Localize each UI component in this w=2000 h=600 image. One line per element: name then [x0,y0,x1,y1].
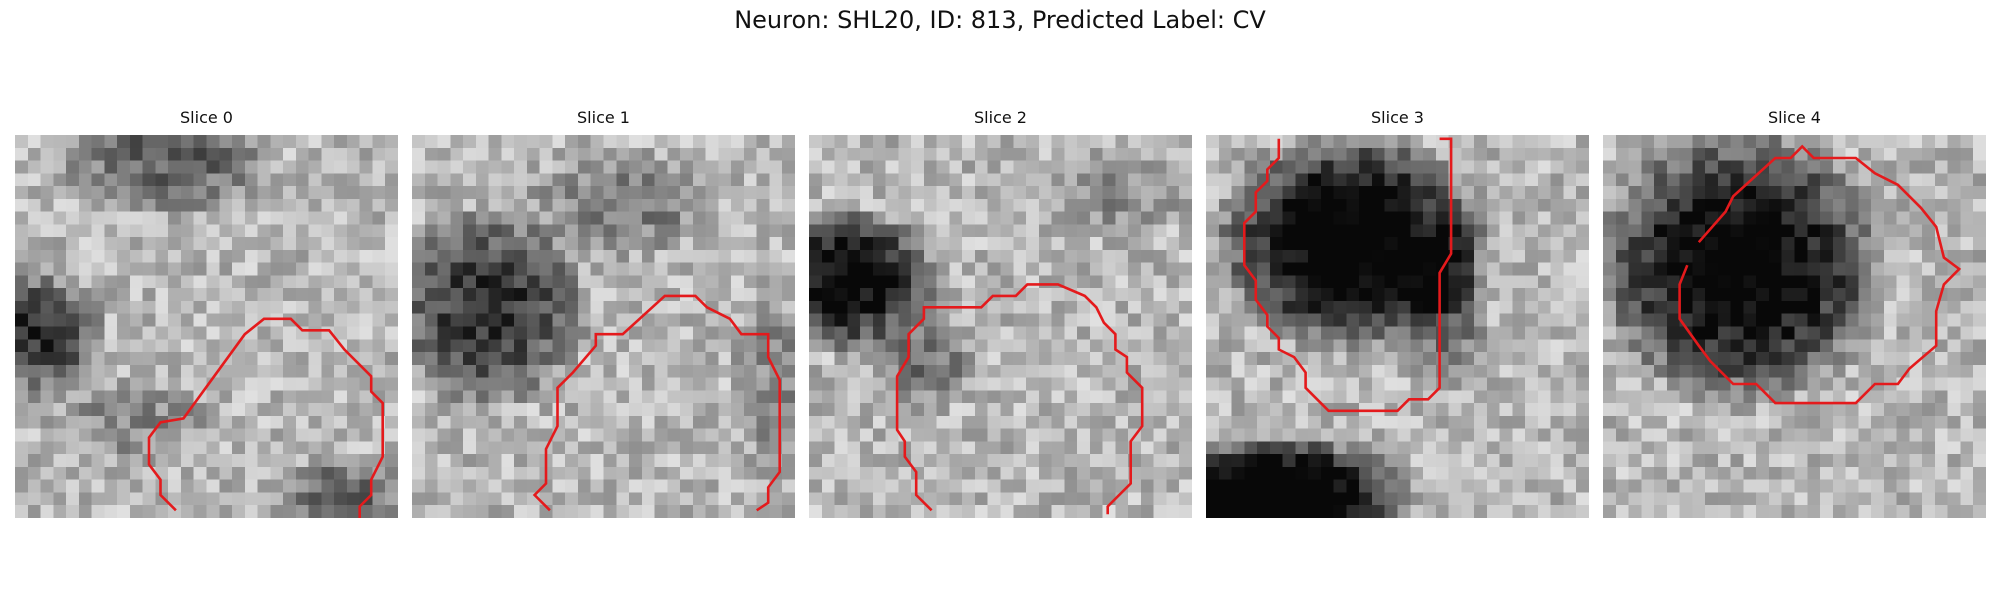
contour-overlay [532,294,782,512]
figure-title: Neuron: SHL20, ID: 813, Predicted Label:… [734,6,1266,34]
slice-image [412,135,795,518]
segmentation-contour [147,317,385,518]
slice-title: Slice 1 [577,108,630,127]
slice-panel [412,135,795,518]
segmentation-contour [532,294,782,512]
segmentation-contour [895,283,1144,515]
contour-overlay [1242,137,1453,413]
slice-image [809,135,1192,518]
slice-title: Slice 4 [1768,108,1821,127]
slice-title: Slice 0 [180,108,233,127]
segmentation-contour [1242,137,1453,413]
contour-overlay [895,283,1144,515]
slice-panel [15,135,398,518]
slice-title: Slice 2 [974,108,1027,127]
slice-panel [809,135,1192,518]
contour-overlay [1678,144,1962,405]
slice-image [15,135,398,518]
contour-overlay [147,317,385,518]
slice-panel [1206,135,1589,518]
slice-image [1206,135,1589,518]
segmentation-contour [1678,144,1962,405]
slice-panel [1603,135,1986,518]
slice-image [1603,135,1986,518]
slice-title: Slice 3 [1371,108,1424,127]
